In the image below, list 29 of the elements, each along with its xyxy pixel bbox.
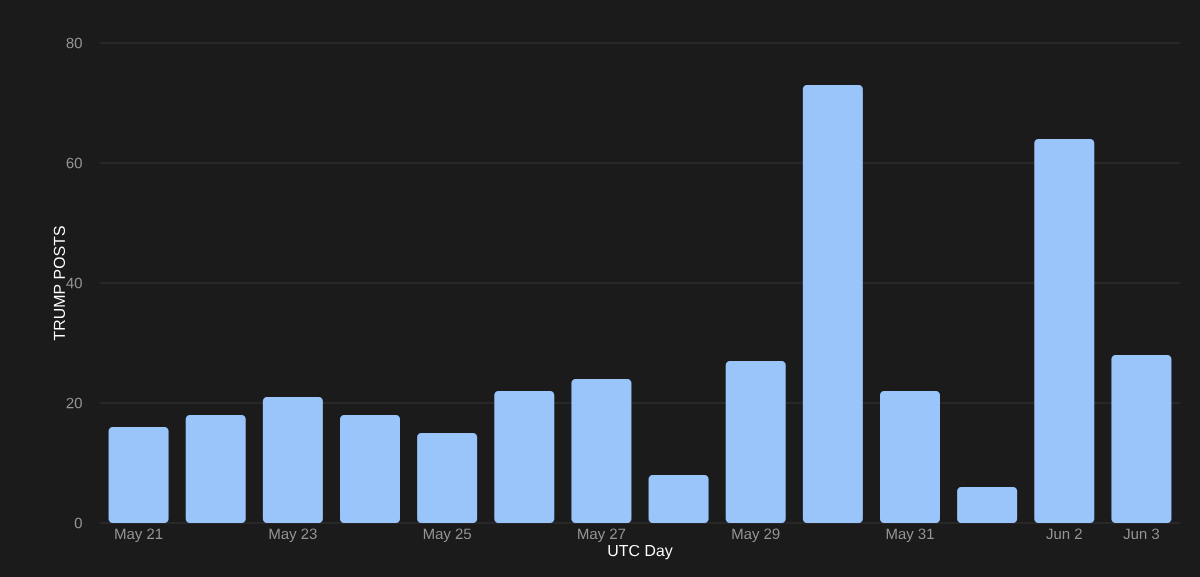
x-axis-title: UTC Day: [608, 544, 673, 560]
x-tick-label: May 29: [732, 528, 780, 543]
x-tick-label: May 21: [115, 528, 163, 543]
bar: [880, 390, 940, 523]
y-axis-title: TRUMP POSTS: [53, 226, 66, 341]
bar: [957, 486, 1018, 523]
x-tick-label: Jun 3: [1123, 528, 1160, 540]
y-tick-label: 20: [66, 397, 82, 409]
bar: [1111, 354, 1172, 523]
bar: [262, 396, 323, 523]
bar: [1034, 138, 1095, 523]
y-tick-label: 0: [74, 517, 82, 529]
x-tick-label: May 31: [886, 528, 934, 543]
bar: [494, 390, 555, 523]
bar: [725, 360, 786, 523]
bar: [802, 84, 863, 523]
y-tick-label: 80: [66, 37, 82, 49]
y-tick-label: 60: [66, 157, 82, 169]
bar: [648, 474, 709, 523]
bar: [417, 432, 478, 523]
bar: [571, 378, 632, 523]
bar: [108, 426, 169, 523]
x-tick-label: May 27: [578, 528, 626, 543]
bar: [340, 414, 401, 523]
x-tick-label: Jun 2: [1046, 528, 1082, 540]
x-tick-label: May 23: [269, 528, 317, 543]
x-tick-label: May 25: [423, 528, 472, 543]
bar: [185, 414, 246, 523]
y-tick-label: 40: [66, 277, 82, 289]
